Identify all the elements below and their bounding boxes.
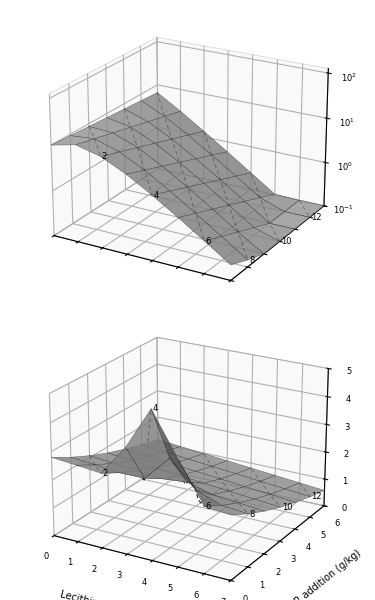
Y-axis label: PGPR addition (g/kg): PGPR addition (g/kg) bbox=[278, 548, 363, 600]
X-axis label: Lecithin addition (g/kg): Lecithin addition (g/kg) bbox=[59, 590, 171, 600]
